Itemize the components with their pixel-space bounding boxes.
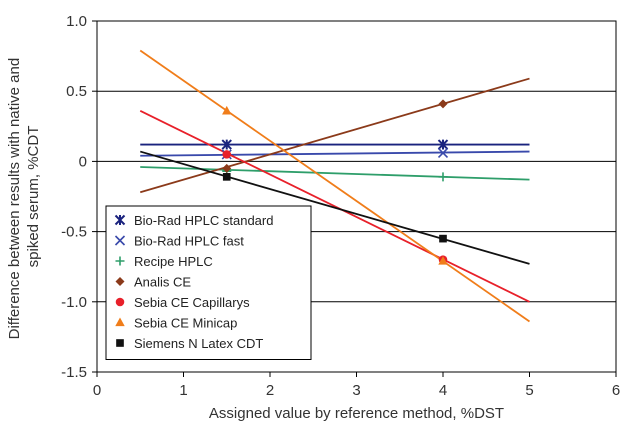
data-point bbox=[438, 99, 448, 109]
data-point bbox=[222, 163, 232, 173]
fit-line bbox=[140, 150, 530, 157]
y-tick-label: 0 bbox=[79, 153, 87, 170]
legend-label: Bio-Rad HPLC fast bbox=[134, 234, 244, 249]
legend-marker bbox=[115, 317, 125, 327]
x-tick-label: 1 bbox=[179, 382, 187, 399]
axis-ticks: 0 1 2 3 4 5 6 1.0 0.5 0 -0.5 -1.0 -1.5 bbox=[61, 13, 620, 399]
data-point bbox=[222, 150, 232, 159]
y-tick-label: 1.0 bbox=[66, 13, 87, 30]
legend-marker bbox=[114, 214, 126, 226]
x-axis-title: Assigned value by reference method, %DST bbox=[209, 405, 504, 422]
fit-line bbox=[140, 150, 530, 265]
y-axis-title: Difference between results with native a… bbox=[6, 54, 42, 340]
x-tick-label: 4 bbox=[439, 382, 447, 399]
data-point bbox=[437, 147, 449, 159]
legend-marker bbox=[114, 235, 126, 246]
x-tick-label: 2 bbox=[266, 382, 274, 399]
y-tick-label: -1.5 bbox=[61, 364, 87, 381]
x-tick-label: 6 bbox=[612, 382, 620, 399]
x-tick-label: 3 bbox=[352, 382, 360, 399]
y-tick-label: 0.5 bbox=[66, 83, 87, 100]
axis-titles: Assigned value by reference method, %DST… bbox=[6, 54, 504, 422]
fit-line bbox=[139, 110, 530, 303]
legend-label: Recipe HPLC bbox=[134, 254, 213, 269]
legend: Bio-Rad HPLC standard Bio-Rad HPLC fast Re… bbox=[105, 205, 312, 360]
fit-line bbox=[139, 77, 530, 194]
data-point bbox=[437, 139, 449, 150]
legend-label: Bio-Rad HPLC standard bbox=[134, 213, 273, 228]
x-tick-label: 5 bbox=[525, 382, 533, 399]
y-axis-title-line-1: Difference between results with native a… bbox=[6, 58, 23, 340]
y-tick-label: -0.5 bbox=[61, 224, 87, 241]
legend-marker bbox=[115, 256, 125, 266]
data-point bbox=[439, 234, 447, 243]
data-point bbox=[438, 172, 448, 182]
y-axis-title-line-2: spiked serum, %CDT bbox=[25, 126, 42, 268]
data-point bbox=[221, 139, 232, 150]
fit-line bbox=[140, 166, 530, 181]
data-point bbox=[222, 173, 231, 181]
legend-marker bbox=[115, 297, 125, 307]
x-tick-label: 0 bbox=[93, 382, 101, 399]
data-points bbox=[221, 99, 449, 265]
fit-line bbox=[139, 49, 531, 323]
legend-label: Sebia CE Minicap bbox=[134, 316, 237, 331]
legend-box bbox=[105, 205, 312, 360]
legend-marker bbox=[116, 339, 124, 347]
legend-label: Siemens N Latex CDT bbox=[134, 336, 263, 351]
data-point bbox=[222, 105, 232, 115]
legend-marker bbox=[115, 277, 125, 286]
y-tick-label: -1.0 bbox=[61, 294, 87, 311]
legend-label: Analis CE bbox=[134, 275, 191, 290]
fit-lines bbox=[139, 49, 531, 323]
data-point bbox=[438, 256, 448, 265]
legend-label: Sebia CE Capillarys bbox=[134, 295, 250, 310]
